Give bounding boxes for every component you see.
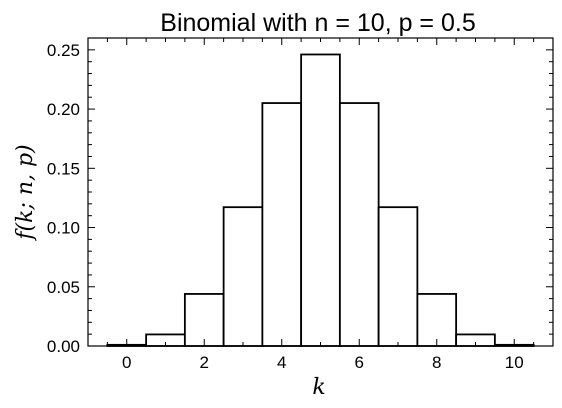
chart-title: Binomial with n = 10, p = 0.5 xyxy=(160,9,475,37)
y-tick-label: 0.25 xyxy=(47,41,80,60)
x-tick-label: 6 xyxy=(355,353,364,372)
plot-frame xyxy=(87,37,554,347)
y-tick-label: 0.05 xyxy=(47,278,80,297)
x-tick-label: 10 xyxy=(505,353,524,372)
x-tick-label: 0 xyxy=(122,353,131,372)
y-tick-label: 0.10 xyxy=(47,219,80,238)
bars-group xyxy=(106,53,535,347)
tick-labels-group: 0 2 4 6 8 10 0.00 0.05 0.10 0.15 0.20 0.25 xyxy=(47,41,524,372)
y-axis-label: f(k; n, p) xyxy=(13,144,38,241)
x-axis-label: k xyxy=(312,375,325,400)
ticks-group xyxy=(87,37,554,347)
y-tick-label: 0.15 xyxy=(47,159,80,178)
bar-k-7 xyxy=(377,206,419,347)
bar-k-3 xyxy=(222,206,264,347)
bar-k-8 xyxy=(416,293,458,347)
bar-k-4 xyxy=(261,102,303,347)
y-tick-label: 0.20 xyxy=(47,100,80,119)
bar-k-2 xyxy=(183,293,225,347)
bar-k-5 xyxy=(300,53,341,347)
x-tick-label: 2 xyxy=(200,353,209,372)
bar-k-6 xyxy=(338,102,380,347)
x-tick-label: 4 xyxy=(277,353,286,372)
y-tick-label: 0.00 xyxy=(47,337,80,356)
x-tick-label: 8 xyxy=(432,353,441,372)
